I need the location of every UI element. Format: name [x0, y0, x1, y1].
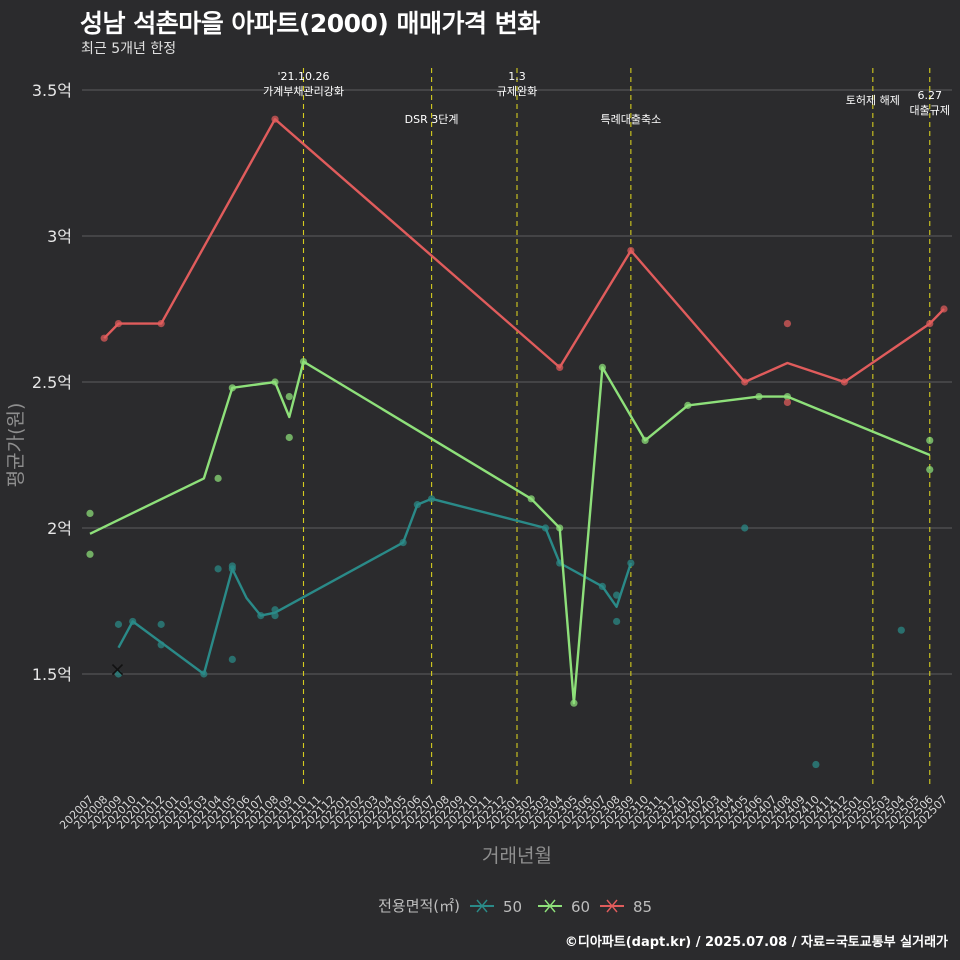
data-point-60	[926, 436, 934, 444]
chart-title: 성남 석촌마을 아파트(2000) 매매가격 변화	[80, 9, 540, 38]
data-point-50	[897, 626, 905, 634]
data-point-85	[783, 398, 792, 407]
data-point-50	[157, 620, 165, 628]
event-annotation: 6.27	[918, 89, 943, 102]
event-annotation: 규제완화	[497, 85, 537, 98]
series-line-50	[117, 497, 633, 676]
data-point-50	[613, 617, 621, 626]
data-point-50	[228, 655, 236, 664]
legend-key-cross	[606, 899, 618, 913]
data-point-60	[285, 433, 293, 442]
axis-layer: 1.5억2억2.5억3억3.5억202007202008202009202010…	[5, 81, 950, 867]
cross-marker	[111, 664, 124, 676]
y-tick-label: 3.5억	[32, 81, 72, 100]
event-annotation: 특례대출축소	[600, 113, 661, 126]
legend-key-cross	[476, 899, 488, 913]
y-axis-title: 평균가(원)	[5, 403, 27, 488]
y-tick-label: 1.5억	[32, 665, 72, 684]
y-tick-label: 3억	[47, 227, 72, 246]
event-annotation: '21.10.26	[277, 70, 329, 83]
event-annotation: 1.3	[508, 70, 526, 83]
data-point-60	[86, 550, 94, 558]
data-point-85	[783, 320, 792, 328]
y-tick-label: 2억	[47, 519, 72, 538]
data-point-60	[285, 393, 293, 401]
y-tick-label: 2.5억	[32, 373, 72, 392]
source-caption: ©디아파트(dapt.kr) / 2025.07.08 / 자료=국토교통부 실…	[564, 935, 948, 950]
legend-label-85: 85	[633, 898, 652, 916]
chart-subtitle: 최근 5개년 한정	[81, 41, 177, 57]
data-point-60	[214, 474, 222, 482]
event-annotation: DSR 3단계	[405, 113, 459, 126]
legend: 전용면적(㎡) 50 60 85	[378, 897, 652, 916]
series-line-60	[89, 360, 931, 705]
legend-label-60: 60	[571, 898, 590, 916]
legend-title: 전용면적(㎡)	[378, 897, 460, 915]
data-point-60	[86, 509, 94, 517]
data-point-50	[812, 760, 820, 769]
data-point-50	[741, 524, 749, 532]
data-point-50	[214, 565, 222, 573]
data-point-50	[114, 620, 123, 628]
event-annotation: 가계부채관리강화	[263, 85, 344, 98]
legend-label-50: 50	[503, 898, 522, 916]
legend-key-cross	[544, 899, 556, 913]
event-annotation: 대출규제	[910, 104, 950, 117]
event-annotation: 토허제 해제	[846, 93, 900, 107]
data-point-50	[613, 591, 621, 599]
data-point-60	[926, 466, 934, 474]
x-axis-title: 거래년월	[482, 845, 552, 867]
series-layer	[86, 115, 948, 769]
series-line-85	[103, 118, 945, 384]
